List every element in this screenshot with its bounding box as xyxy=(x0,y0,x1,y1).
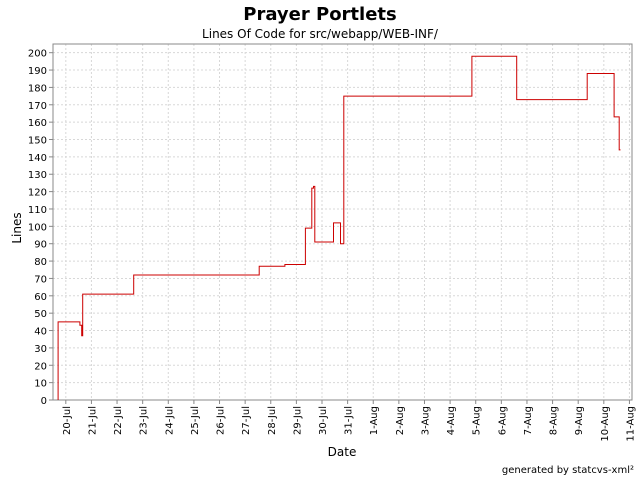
y-tick-label: 20 xyxy=(34,361,47,372)
series-layer xyxy=(57,55,621,400)
y-tick-label: 110 xyxy=(28,205,47,216)
x-tick-label: 20-Jul xyxy=(62,406,73,435)
x-tick-label: 27-Jul xyxy=(241,406,252,435)
y-tick-label: 80 xyxy=(34,257,47,268)
plot-area xyxy=(52,43,633,401)
x-tick-label: 31-Jul xyxy=(344,406,355,435)
x-tick-label: 11-Aug xyxy=(625,406,636,442)
chart-title: Prayer Portlets xyxy=(243,4,397,25)
y-tick-label: 10 xyxy=(34,379,47,390)
chart-subtitle: Lines Of Code for src/webapp/WEB-INF/ xyxy=(202,27,438,41)
y-tick-label: 160 xyxy=(28,118,47,129)
x-tick-label: 3-Aug xyxy=(420,406,431,435)
x-tick-label: 23-Jul xyxy=(139,406,150,435)
y-tick-label: 150 xyxy=(28,136,47,147)
y-tick-label: 30 xyxy=(34,344,47,355)
grid xyxy=(53,44,632,401)
y-tick-label: 200 xyxy=(28,49,47,60)
x-tick-label: 7-Aug xyxy=(523,406,534,435)
y-tick-label: 120 xyxy=(28,188,47,199)
y-tick-label: 0 xyxy=(41,396,47,407)
y-axis-label: Lines xyxy=(10,212,24,243)
generator-credit: generated by statcvs-xml² xyxy=(501,465,634,476)
series-line xyxy=(57,55,621,400)
y-tick-label: 170 xyxy=(28,101,47,112)
x-tick-label: 8-Aug xyxy=(549,406,560,435)
x-tick-label: 5-Aug xyxy=(472,406,483,435)
y-tick-label: 100 xyxy=(28,222,47,233)
x-tick-label: 30-Jul xyxy=(318,406,329,435)
y-tick-label: 60 xyxy=(34,292,47,303)
x-axis-label: Date xyxy=(328,445,357,459)
y-axis-ticks: 0 10 20 30 40 50 60 70 80 90 100 110 120 130 140 150 160… xyxy=(28,49,53,407)
x-tick-label: 9-Aug xyxy=(574,406,585,435)
y-tick-label: 40 xyxy=(34,327,47,338)
x-tick-label: 25-Jul xyxy=(190,406,201,435)
y-tick-label: 180 xyxy=(28,83,47,94)
x-tick-label: 21-Jul xyxy=(87,406,98,435)
x-tick-label: 4-Aug xyxy=(446,406,457,435)
x-tick-label: 29-Jul xyxy=(292,406,303,435)
x-tick-label: 28-Jul xyxy=(267,406,278,435)
y-tick-label: 190 xyxy=(28,66,47,77)
y-tick-label: 130 xyxy=(28,170,47,181)
y-tick-label: 70 xyxy=(34,274,47,285)
x-tick-label: 6-Aug xyxy=(497,406,508,435)
x-tick-label: 10-Aug xyxy=(600,406,611,442)
y-tick-label: 50 xyxy=(34,309,47,320)
x-tick-label: 1-Aug xyxy=(369,406,380,435)
x-axis-ticks: 20-Jul 21-Jul 22-Jul 23-Jul 24-Jul 25-Jul 26-J… xyxy=(62,400,636,442)
x-tick-label: 22-Jul xyxy=(113,406,124,435)
y-tick-label: 90 xyxy=(34,240,47,251)
x-tick-label: 26-Jul xyxy=(216,406,227,435)
y-tick-label: 140 xyxy=(28,153,47,164)
x-tick-label: 24-Jul xyxy=(164,406,175,435)
x-tick-label: 2-Aug xyxy=(395,406,406,435)
